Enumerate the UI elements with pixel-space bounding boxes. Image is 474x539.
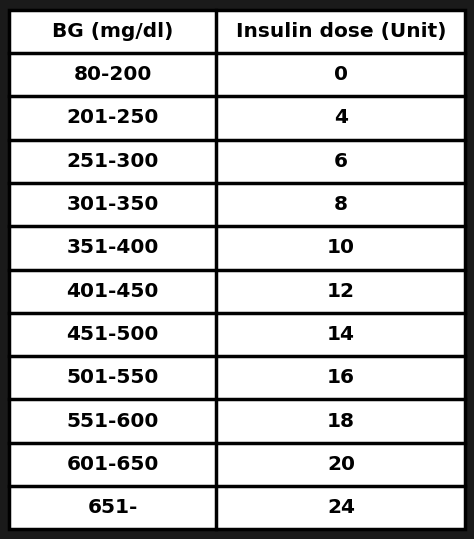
Text: BG (mg/dl): BG (mg/dl) <box>52 22 173 41</box>
Text: Insulin dose (Unit): Insulin dose (Unit) <box>236 22 446 41</box>
Text: 18: 18 <box>327 412 355 431</box>
Text: 16: 16 <box>327 368 355 387</box>
Text: 6: 6 <box>334 152 348 171</box>
Text: 401-450: 401-450 <box>66 282 159 301</box>
Text: 8: 8 <box>334 195 348 214</box>
Text: 4: 4 <box>334 108 348 127</box>
Text: 10: 10 <box>327 238 355 257</box>
Text: 251-300: 251-300 <box>66 152 159 171</box>
Text: 601-650: 601-650 <box>66 455 159 474</box>
Text: 551-600: 551-600 <box>66 412 159 431</box>
Text: 351-400: 351-400 <box>66 238 159 257</box>
Text: 20: 20 <box>327 455 355 474</box>
Text: 451-500: 451-500 <box>66 325 159 344</box>
Text: 0: 0 <box>334 65 348 84</box>
Text: 12: 12 <box>327 282 355 301</box>
Text: 651-: 651- <box>87 498 137 517</box>
Text: 80-200: 80-200 <box>73 65 152 84</box>
Text: 201-250: 201-250 <box>66 108 159 127</box>
Text: 24: 24 <box>327 498 355 517</box>
Text: 501-550: 501-550 <box>66 368 159 387</box>
Text: 301-350: 301-350 <box>66 195 159 214</box>
Text: 14: 14 <box>327 325 355 344</box>
